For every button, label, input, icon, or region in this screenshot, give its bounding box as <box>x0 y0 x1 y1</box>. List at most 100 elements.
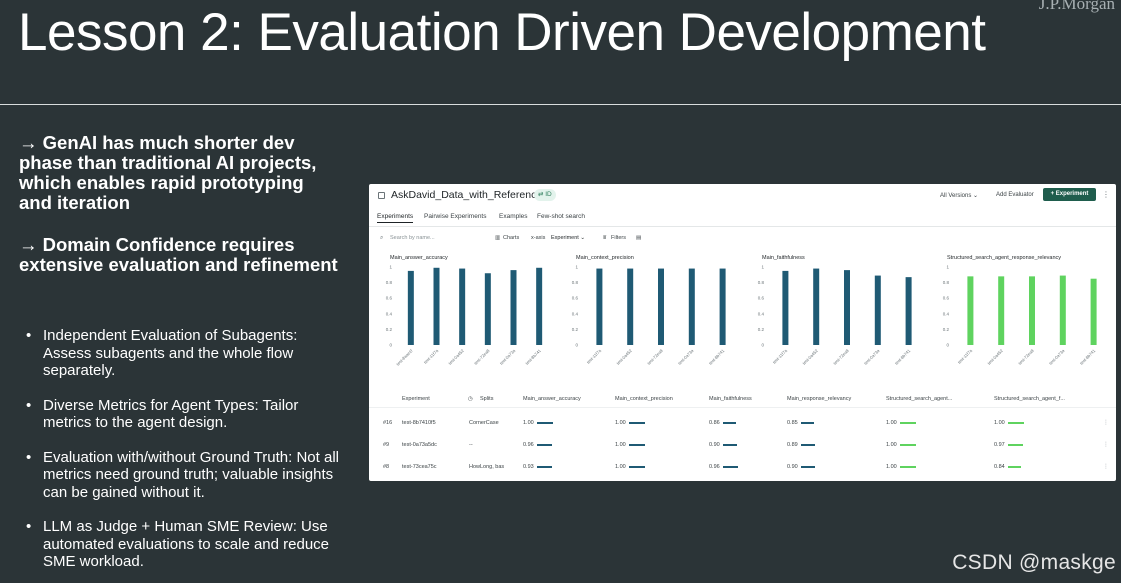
x-tick-label: test-11f7a <box>423 348 440 365</box>
column-header-response-relevancy[interactable]: Main_response_relevancy <box>787 396 852 402</box>
row-menu-icon[interactable]: ⋮ <box>1103 420 1109 426</box>
metric-bar <box>1007 465 1022 468</box>
column-header-answer-accuracy[interactable]: Main_answer_accuracy <box>523 396 581 402</box>
y-tick-label: 0.8 <box>386 280 393 285</box>
metric-value: 1.00 <box>615 420 645 426</box>
search-placeholder: Search by name... <box>390 235 435 241</box>
table-row[interactable]: #9 test-0a73a5dc -- ⋮ 0.96 1.00 0.90 0.89 1.… <box>369 442 1116 454</box>
metric-value: 1.00 <box>886 420 916 426</box>
y-tick-label: 1 <box>389 265 392 270</box>
y-tick-label: 0.6 <box>572 296 579 301</box>
filters-button[interactable]: Filters <box>611 235 626 241</box>
bar <box>484 273 491 345</box>
tab-experiments[interactable]: Experiments <box>377 213 414 223</box>
metric-bar <box>536 443 553 446</box>
metric-value: 0.86 <box>709 420 737 426</box>
x-tick-label: test-8aae1f <box>395 348 414 367</box>
bar <box>1090 278 1097 345</box>
y-tick-label: 0.4 <box>386 311 393 316</box>
column-header-splits[interactable]: Splits <box>480 396 494 402</box>
column-header-structured-search-2[interactable]: Structured_search_agent_f... <box>994 396 1065 402</box>
chart-icon: ▥ <box>495 235 501 241</box>
chart-title: Main_answer_accuracy <box>390 255 448 261</box>
tab-examples[interactable]: Examples <box>499 213 528 220</box>
column-header-faithfulness[interactable]: Main_faithfulness <box>709 396 752 402</box>
y-tick-label: 0 <box>761 343 764 348</box>
metric-number: 1.00 <box>886 442 897 448</box>
new-experiment-button[interactable]: + Experiment <box>1043 188 1096 201</box>
metric-number: 1.00 <box>886 464 897 470</box>
row-menu-icon[interactable]: ⋮ <box>1103 442 1109 448</box>
bar <box>407 270 414 345</box>
y-tick-label: 0.8 <box>758 280 765 285</box>
tab-few-shot-search[interactable]: Few-shot search <box>537 213 586 220</box>
add-evaluator-button[interactable]: Add Evaluator <box>996 192 1034 198</box>
bar <box>459 268 466 345</box>
experiment-name[interactable]: test-73cea75c <box>402 464 437 470</box>
columns-icon[interactable]: ▤ <box>636 235 642 241</box>
table-row[interactable]: #16 test-8b7410f5 CornerCase ⋮ 1.00 1.00 0… <box>369 420 1116 432</box>
column-header-experiment[interactable]: Experiment <box>402 396 430 402</box>
bar <box>719 268 726 345</box>
id-badge[interactable]: ⇄ ID <box>534 189 556 201</box>
y-tick-label: 1 <box>946 265 949 270</box>
metric-bar <box>628 443 645 446</box>
chart-svg: 0 0.2 0.4 0.6 0.8 1 test-8aae1f test-11f7a test-… <box>386 265 543 367</box>
metric-value: 0.93 <box>523 464 552 470</box>
bullet-independent-evaluation: Independent Evaluation of Subagents: Ass… <box>26 327 346 380</box>
jpmorgan-logo: J.P.Morgan <box>1038 0 1115 13</box>
metric-value: 0.90 <box>709 442 738 448</box>
header-divider <box>369 407 1116 408</box>
x-tick-label: test-0a452 <box>801 348 819 366</box>
metric-number: 0.90 <box>709 442 720 448</box>
metric-bar <box>899 421 916 424</box>
metric-number: 1.00 <box>886 420 897 426</box>
charts-toggle[interactable]: Charts <box>503 235 520 241</box>
table-row[interactable]: #8 test-73cea75c HowLong, bas ⋮ 0.93 1.00… <box>369 464 1116 476</box>
metric-bar <box>722 465 739 468</box>
xaxis-select[interactable]: Experiment ⌄ <box>551 235 585 241</box>
experiment-name[interactable]: test-0a73a5dc <box>402 442 437 448</box>
metric-bar <box>536 421 553 424</box>
y-tick-label: 1 <box>575 265 578 270</box>
chart-main-answer-accuracy: Main_answer_accuracy 0 0.2 0.4 0.6 0.8 1 test-… <box>378 255 562 370</box>
column-header-structured-search-1[interactable]: Structured_search_agent... <box>886 396 953 402</box>
versions-dropdown[interactable]: All Versions ⌄ <box>940 193 979 199</box>
more-menu-icon[interactable]: ⋮ <box>1102 190 1110 199</box>
y-tick-label: 0.6 <box>758 296 765 301</box>
metric-bar <box>722 443 738 446</box>
bullet-list: Independent Evaluation of Subagents: Ass… <box>26 327 346 583</box>
chart-title: Main_context_precision <box>576 255 634 261</box>
y-tick-label: 0 <box>946 343 949 348</box>
title-divider <box>0 104 1121 105</box>
metric-value: 0.85 <box>787 420 815 426</box>
metric-bar <box>536 465 552 468</box>
metric-bar <box>899 443 916 446</box>
bar <box>536 267 543 345</box>
y-tick-label: 0.2 <box>943 327 950 332</box>
metric-value: 1.00 <box>615 442 645 448</box>
row-id: #16 <box>383 420 393 426</box>
experiment-name[interactable]: test-8b7410f5 <box>402 420 436 426</box>
metric-number: 1.00 <box>615 442 626 448</box>
metric-value: 0.90 <box>787 464 816 470</box>
column-header-context-precision[interactable]: Main_context_precision <box>615 396 673 402</box>
bar <box>967 276 974 345</box>
metric-bar <box>800 443 815 446</box>
metric-value: 1.00 <box>886 464 916 470</box>
chart-title: Main_faithfulness <box>762 255 805 261</box>
metric-value: 0.96 <box>709 464 739 470</box>
row-id: #8 <box>383 464 390 470</box>
chart-main-context-precision: Main_context_precision 0 0.2 0.4 0.6 0.8 1 tes… <box>564 255 748 370</box>
x-tick-label: test-0a73a <box>1048 348 1066 366</box>
dataset-title: AskDavid_Data_with_Reference <box>391 189 543 201</box>
search-input[interactable]: ⌕ Search by name... <box>377 234 482 245</box>
tab-pairwise-experiments[interactable]: Pairwise Experiments <box>424 213 487 220</box>
metric-value: 1.00 <box>886 442 916 448</box>
row-menu-icon[interactable]: ⋮ <box>1103 464 1109 470</box>
bar <box>688 268 695 345</box>
key-point-genai: → GenAI has much shorter dev phase than … <box>19 132 317 213</box>
bullet-llm-judge: LLM as Judge + Human SME Review: Use aut… <box>26 518 346 571</box>
metric-bar <box>800 421 815 424</box>
bar <box>998 276 1005 345</box>
